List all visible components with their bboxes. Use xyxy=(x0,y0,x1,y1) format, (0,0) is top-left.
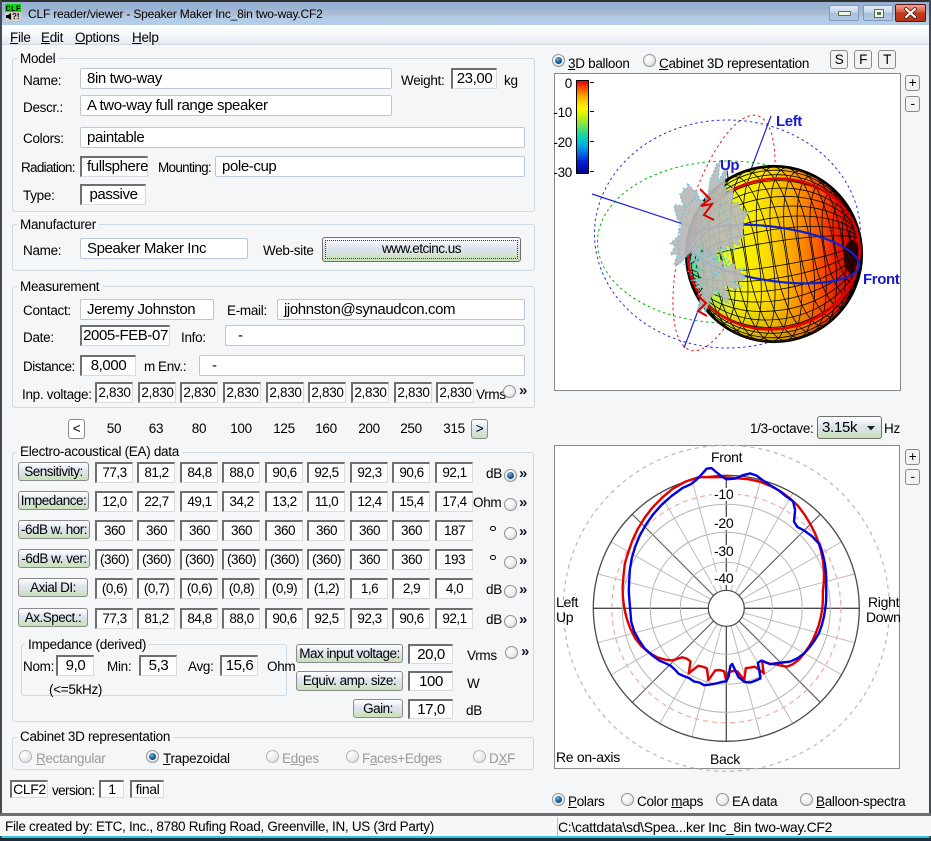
svg-text:CLF: CLF xyxy=(6,4,21,14)
svg-text:Down: Down xyxy=(866,609,901,625)
svg-text:Right: Right xyxy=(868,594,900,610)
svg-text:Re on-axis: Re on-axis xyxy=(556,749,620,765)
svg-text:-40: -40 xyxy=(714,570,734,586)
svg-text:-20: -20 xyxy=(714,515,734,531)
svg-text:-10: -10 xyxy=(714,486,734,502)
svg-text:Up: Up xyxy=(556,609,574,625)
svg-text:Front: Front xyxy=(711,449,743,465)
svg-text:Up: Up xyxy=(720,157,739,174)
svg-text:?!: ?! xyxy=(12,12,20,21)
svg-text:Front: Front xyxy=(863,271,900,288)
svg-text:Left: Left xyxy=(776,113,802,130)
svg-text:Left: Left xyxy=(556,594,579,610)
svg-text:Back: Back xyxy=(710,751,741,767)
svg-text:-30: -30 xyxy=(714,543,734,559)
